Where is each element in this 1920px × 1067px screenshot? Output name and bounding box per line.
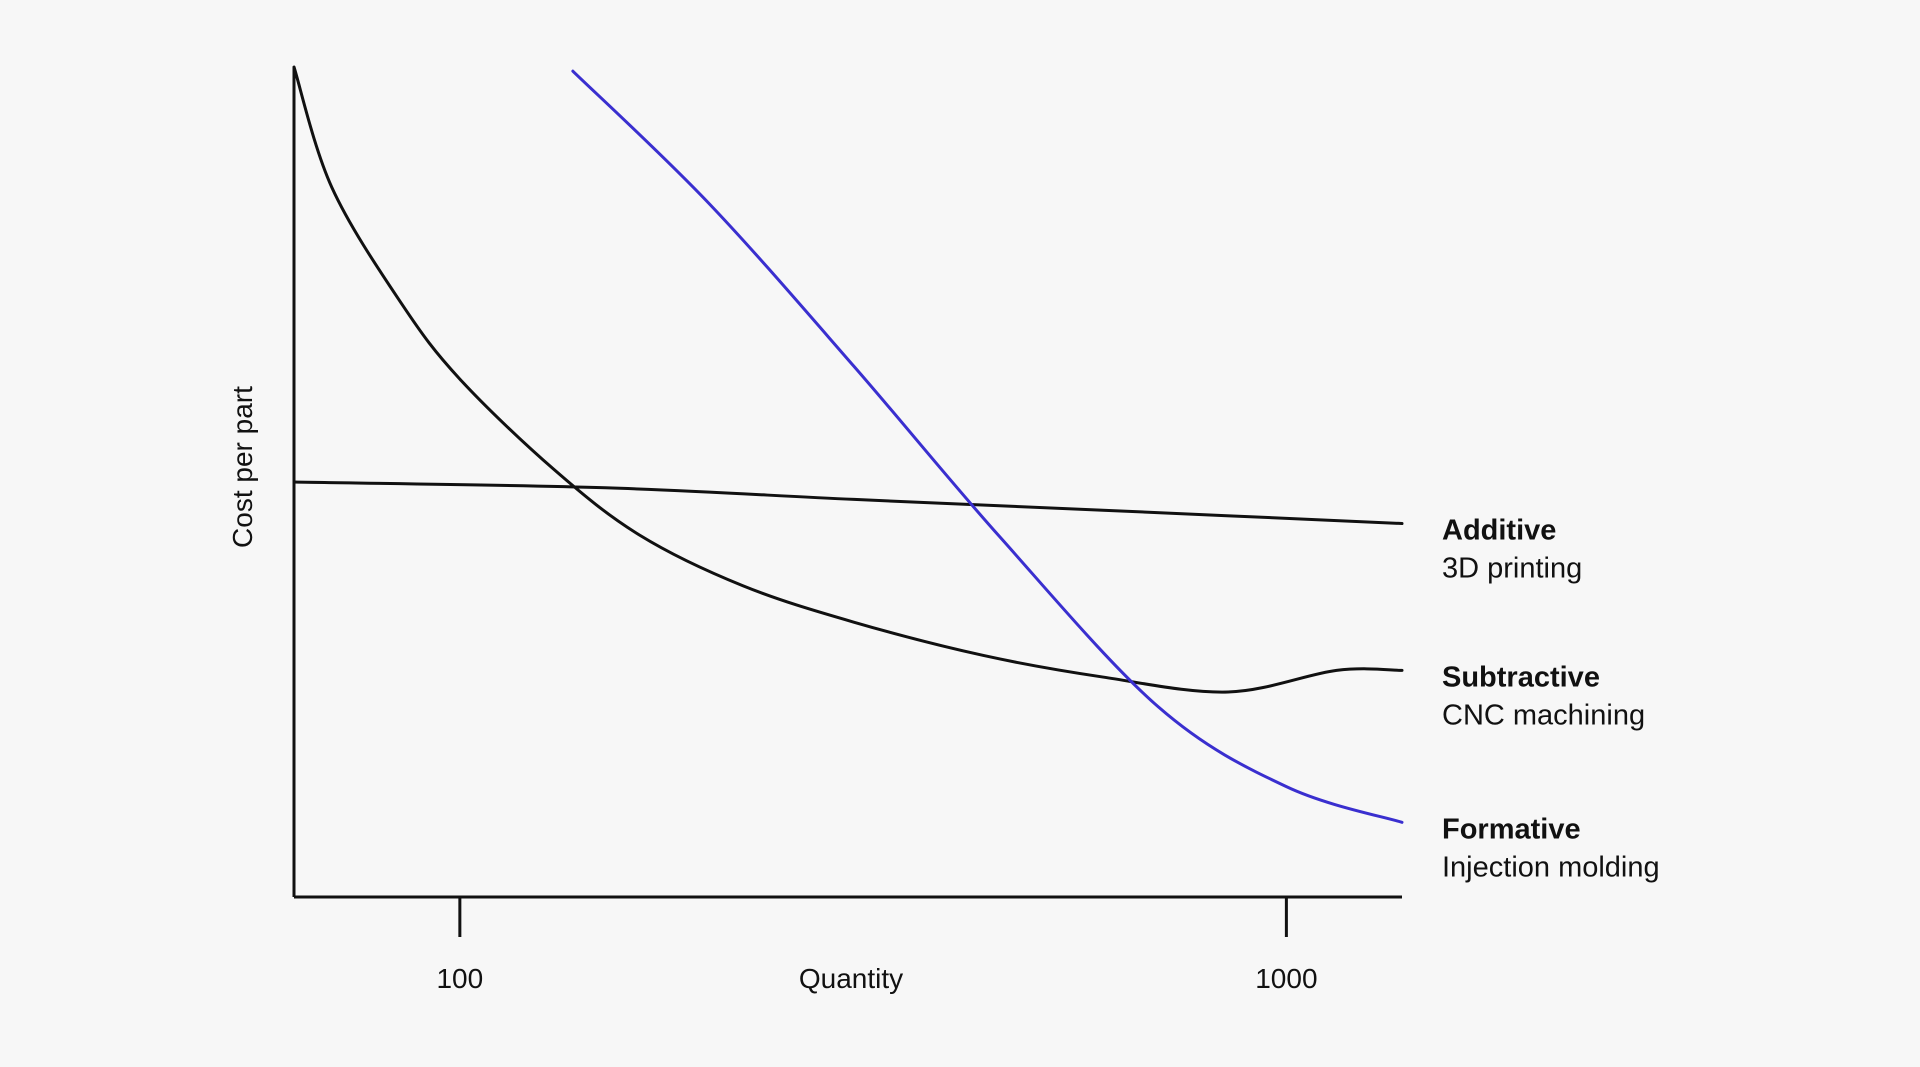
x-tick-label: 100 <box>436 963 483 994</box>
series-lines <box>292 65 1404 824</box>
legend-title: Subtractive <box>1442 661 1600 693</box>
legend-item-formative: Formative Injection molding <box>1442 813 1660 883</box>
x-tick-label: 1000 <box>1255 963 1317 994</box>
subtractive-line <box>292 65 1404 694</box>
formative-line <box>571 69 1404 824</box>
legend-subtitle: 3D printing <box>1442 553 1582 585</box>
legend-item-subtractive: Subtractive CNC machining <box>1442 661 1645 731</box>
y-axis-label: Cost per part <box>227 386 258 548</box>
x-axis-label: Quantity <box>799 963 903 994</box>
axes <box>292 67 1402 899</box>
legend-title: Additive <box>1442 515 1556 547</box>
x-axis-ticks: 100 1000 <box>436 897 1318 994</box>
legend: Additive 3D printing Subtractive CNC machin… <box>1442 515 1660 884</box>
legend-subtitle: CNC machining <box>1442 699 1645 731</box>
legend-item-additive: Additive 3D printing <box>1442 515 1582 585</box>
legend-subtitle: Injection molding <box>1442 851 1660 883</box>
legend-title: Formative <box>1442 813 1581 845</box>
additive-line <box>292 480 1404 525</box>
